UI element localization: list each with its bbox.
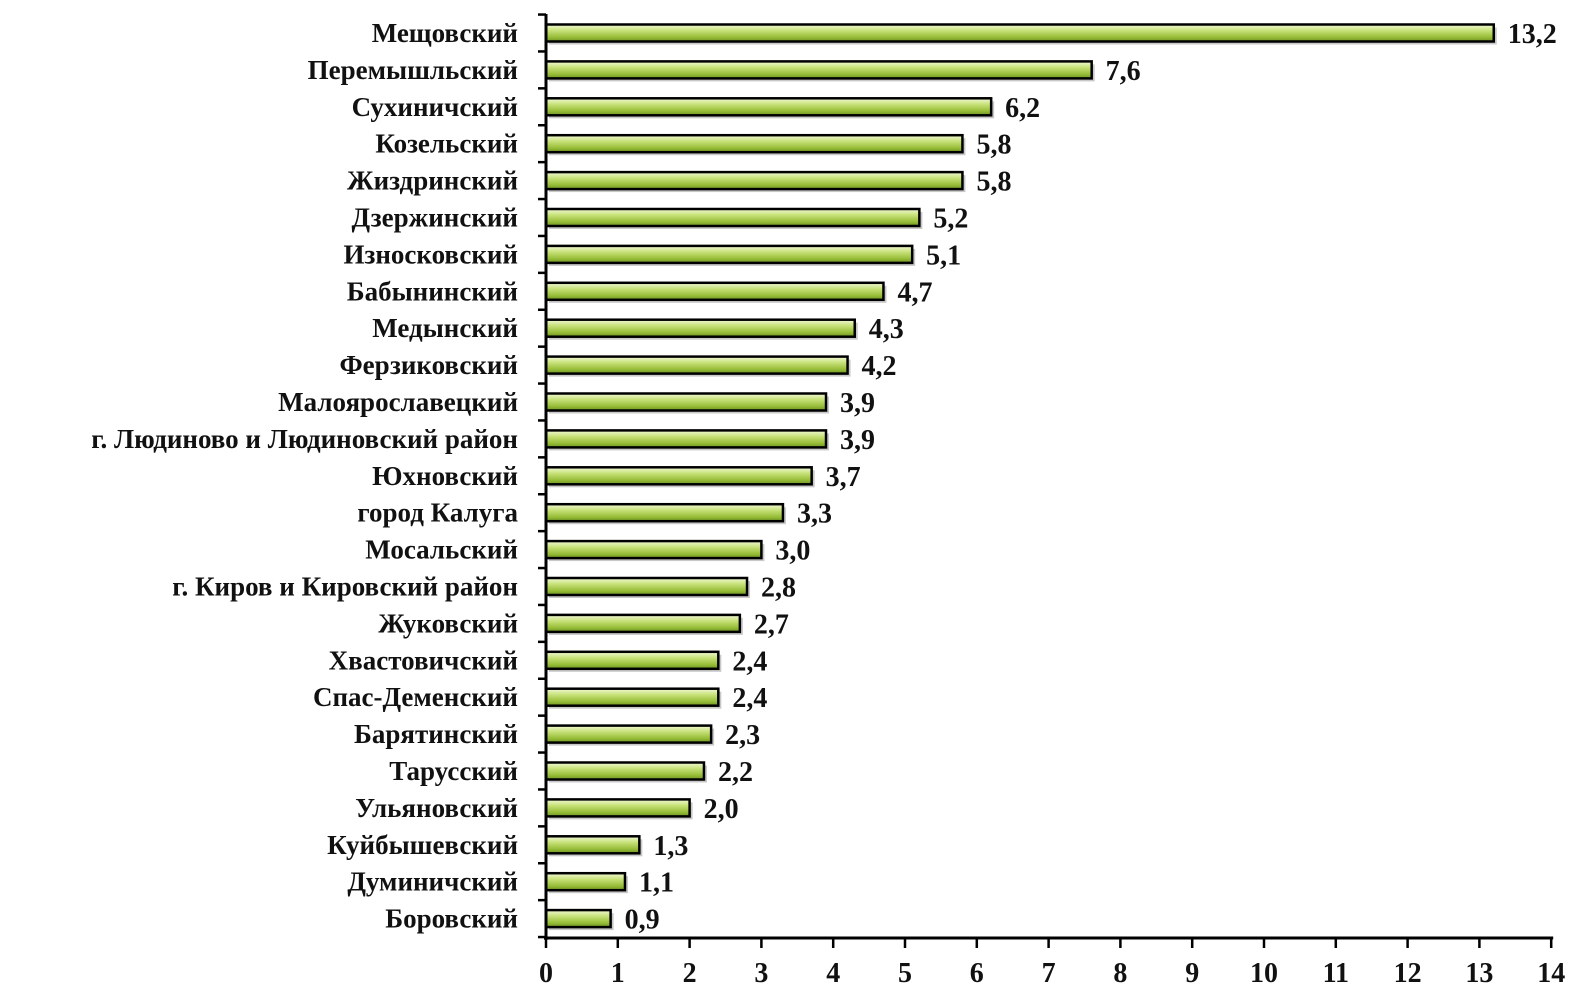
axis-layer (538, 13, 1554, 948)
category-label: Мещовский (372, 18, 518, 48)
value-label: 2,8 (761, 573, 796, 604)
bar (544, 429, 828, 449)
bar (544, 318, 856, 338)
category-label: Жиздринский (347, 166, 518, 196)
category-label: Бабынинский (347, 276, 518, 306)
value-label: 2,4 (732, 683, 767, 714)
bar (544, 60, 1093, 80)
x-tick-label: 2 (683, 958, 697, 989)
value-label: 5,1 (926, 240, 961, 271)
x-tick-label: 10 (1250, 958, 1278, 989)
category-label: Перемышльский (308, 55, 518, 85)
value-label: 3,9 (840, 425, 875, 456)
bar (544, 392, 828, 412)
category-label: Спас-Деменский (313, 682, 518, 712)
bar (544, 133, 964, 154)
value-label: 4,7 (897, 277, 932, 308)
x-tick-label: 0 (539, 958, 553, 989)
x-tick-label: 9 (1185, 958, 1199, 989)
bar (544, 613, 742, 634)
value-label: 3,3 (797, 499, 832, 530)
x-tick-label: 3 (754, 958, 768, 989)
x-tick-label: 4 (826, 958, 840, 989)
category-label: Юхновский (372, 461, 518, 491)
x-tick-label: 13 (1465, 958, 1493, 989)
category-label: Козельский (375, 129, 518, 159)
x-tick-label: 7 (1042, 958, 1056, 989)
value-label: 0,9 (625, 905, 660, 936)
bar (544, 908, 612, 929)
value-label: 4,3 (869, 314, 904, 345)
bar (544, 871, 627, 892)
category-label: Мосальский (365, 535, 518, 565)
bar (544, 281, 885, 302)
bar (544, 761, 706, 781)
category-label: Дзержинский (352, 203, 518, 233)
value-label: 3,7 (826, 462, 861, 493)
category-label: Жуковский (378, 608, 518, 638)
value-label: 13,2 (1508, 19, 1557, 50)
value-label: 2,0 (704, 794, 739, 825)
x-tick-label: 8 (1113, 958, 1127, 989)
bar (544, 650, 720, 671)
category-label: Медынский (372, 313, 518, 343)
category-label: Сухиничский (352, 92, 518, 122)
x-tick-label: 5 (898, 958, 912, 989)
bar (544, 244, 914, 265)
category-label: город Калуга (357, 498, 518, 528)
value-label: 5,8 (976, 167, 1011, 198)
category-label: Куйбышевский (327, 830, 518, 860)
value-label: 2,4 (732, 646, 767, 677)
category-label: Ферзиковский (339, 350, 518, 380)
value-label: 1,3 (653, 831, 688, 862)
bar (544, 724, 713, 744)
value-label: 6,2 (1005, 93, 1040, 124)
category-label: Тарусский (389, 756, 518, 786)
bar (544, 502, 785, 523)
bars-layer (544, 23, 1497, 931)
value-label: 1,1 (639, 868, 674, 899)
value-label: 4,2 (862, 351, 897, 382)
x-tick-label: 6 (970, 958, 984, 989)
category-label: Ульяновский (355, 793, 518, 823)
category-label: Хвастовичский (329, 645, 518, 675)
value-label: 3,0 (775, 536, 810, 567)
x-tick-label: 11 (1323, 958, 1349, 989)
bar (544, 539, 763, 560)
category-label: Думиничский (347, 867, 518, 897)
value-label: 2,3 (725, 720, 760, 751)
bar (544, 207, 921, 228)
x-tick-label: 12 (1394, 958, 1422, 989)
bar (544, 835, 641, 855)
category-label: Боровский (385, 904, 518, 934)
value-label: 2,7 (754, 609, 789, 640)
bar (544, 576, 749, 597)
bar (544, 687, 720, 707)
category-label: Износковский (344, 239, 519, 269)
category-label: Барятинский (354, 719, 518, 749)
bar (544, 466, 813, 486)
value-label: 7,6 (1106, 56, 1141, 87)
value-label: 5,2 (933, 204, 968, 235)
bar (544, 355, 849, 375)
value-label: 3,9 (840, 388, 875, 419)
bar (544, 23, 1496, 43)
value-label: 5,8 (976, 130, 1011, 161)
x-tick-label: 14 (1537, 958, 1565, 989)
bar (544, 97, 993, 117)
category-label: Малоярославецкий (278, 387, 518, 417)
category-label: г. Людиново и Людиновский район (91, 424, 518, 454)
bar (544, 170, 964, 191)
category-label: г. Киров и Кировский район (172, 572, 518, 602)
x-tick-label: 1 (611, 958, 625, 989)
bar (544, 798, 691, 818)
value-label: 2,2 (718, 757, 753, 788)
